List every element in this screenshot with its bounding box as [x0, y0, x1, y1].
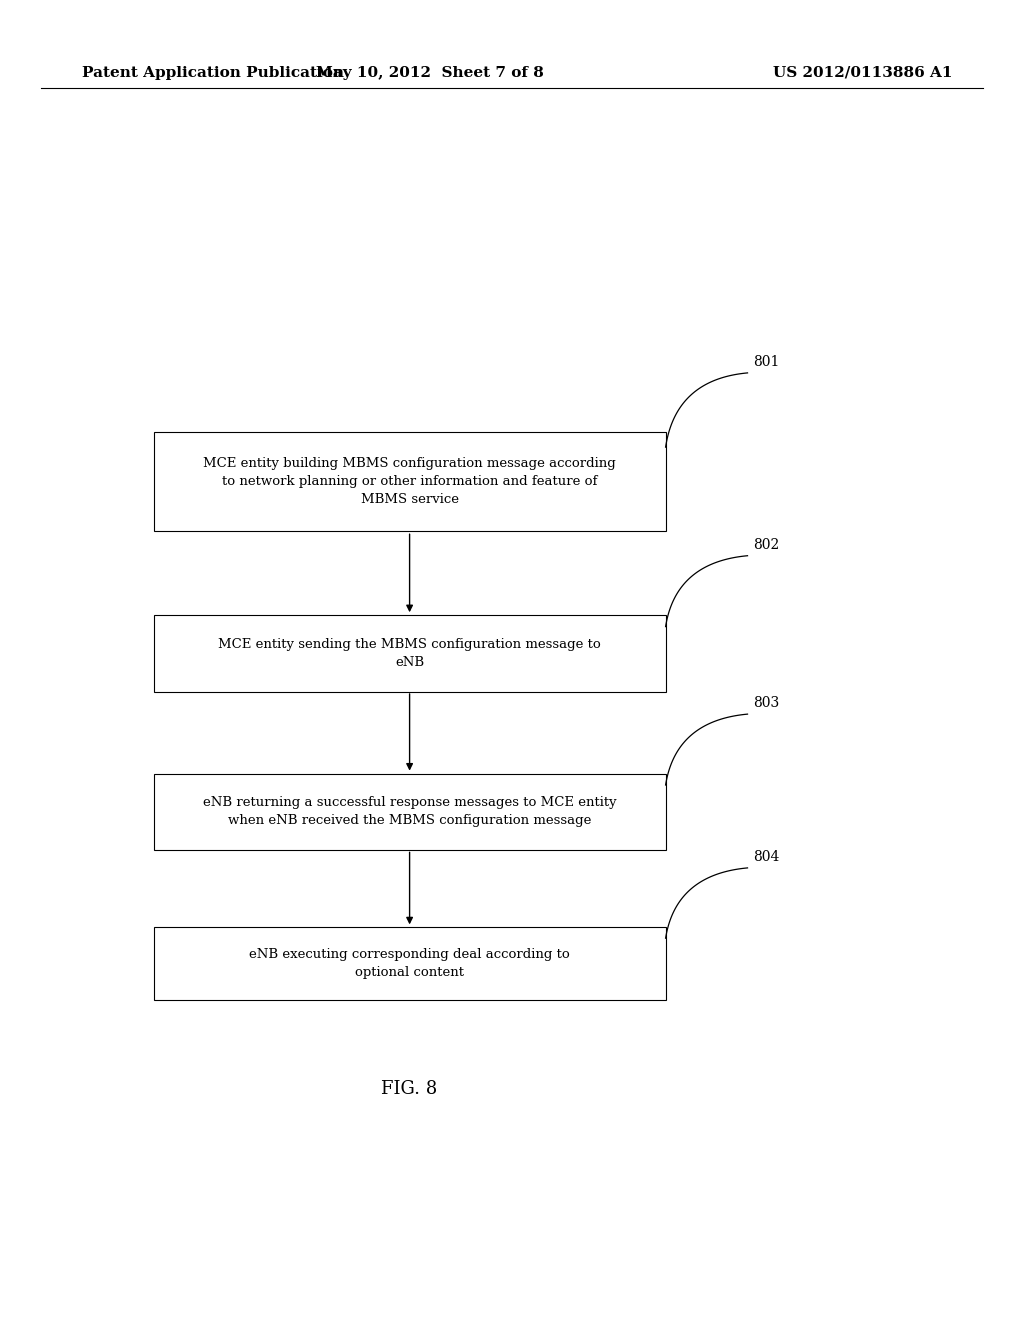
Text: 803: 803 — [753, 696, 779, 710]
Bar — [154, 927, 666, 1001]
Bar — [154, 433, 666, 531]
Bar — [154, 774, 666, 850]
Text: MCE entity sending the MBMS configuration message to
eNB: MCE entity sending the MBMS configuratio… — [218, 638, 601, 669]
Text: 802: 802 — [753, 537, 779, 552]
Text: US 2012/0113886 A1: US 2012/0113886 A1 — [773, 66, 952, 79]
Bar — [154, 615, 666, 692]
Text: eNB returning a successful response messages to MCE entity
when eNB received the: eNB returning a successful response mess… — [203, 796, 616, 828]
Text: FIG. 8: FIG. 8 — [382, 1080, 437, 1098]
Text: 804: 804 — [753, 850, 779, 863]
Text: 801: 801 — [753, 355, 779, 368]
Text: May 10, 2012  Sheet 7 of 8: May 10, 2012 Sheet 7 of 8 — [316, 66, 544, 79]
Text: Patent Application Publication: Patent Application Publication — [82, 66, 344, 79]
Text: eNB executing corresponding deal according to
optional content: eNB executing corresponding deal accordi… — [249, 948, 570, 979]
Text: MCE entity building MBMS configuration message according
to network planning or : MCE entity building MBMS configuration m… — [203, 457, 616, 507]
